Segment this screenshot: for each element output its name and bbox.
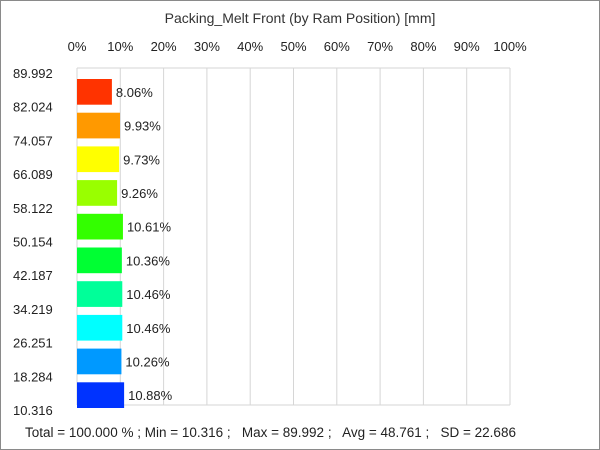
bar (77, 79, 112, 105)
bar (77, 314, 123, 341)
bar (77, 247, 122, 274)
bar (77, 112, 120, 139)
y-tick-label: 82.024 (13, 100, 53, 115)
bar-value-label: 10.88% (128, 388, 173, 403)
x-tick-label: 70% (367, 39, 393, 54)
x-tick-label: 50% (280, 39, 306, 54)
bar (77, 180, 118, 206)
x-tick-label: 60% (324, 39, 350, 54)
x-tick-label: 0% (68, 39, 87, 54)
y-tick-label: 18.284 (13, 369, 53, 384)
bar (77, 281, 123, 307)
y-tick-label: 42.187 (13, 268, 53, 283)
bar-value-label: 9.26% (121, 186, 158, 201)
y-tick-label: 34.219 (13, 302, 53, 317)
y-tick-label: 66.089 (13, 167, 53, 182)
bar-value-label: 10.46% (126, 321, 171, 336)
bar-value-label: 8.06% (116, 85, 153, 100)
y-tick-label: 10.316 (13, 403, 53, 418)
y-tick-label: 58.122 (13, 201, 53, 216)
x-tick-label: 100% (493, 39, 527, 54)
statistics-footer: Total = 100.000 % ; Min = 10.316 ; Max =… (25, 425, 516, 440)
x-tick-label: 40% (237, 39, 263, 54)
bar-value-label: 9.73% (123, 152, 160, 167)
bar-value-label: 10.26% (125, 354, 170, 369)
x-tick-label: 90% (454, 39, 480, 54)
bar-value-label: 10.46% (126, 287, 171, 302)
y-tick-label: 26.251 (13, 336, 53, 351)
chart-title: Packing_Melt Front (by Ram Position) [mm… (164, 10, 436, 26)
bar (77, 348, 122, 375)
bar (77, 382, 125, 408)
bar-value-label: 9.93% (124, 119, 161, 134)
x-tick-label: 30% (194, 39, 220, 54)
bar (77, 213, 123, 240)
y-tick-label: 74.057 (13, 133, 53, 148)
bar-value-label: 10.61% (127, 220, 172, 235)
x-tick-label: 80% (410, 39, 436, 54)
bar (77, 146, 120, 173)
y-tick-label: 50.154 (13, 235, 53, 250)
x-tick-label: 20% (151, 39, 177, 54)
bar-chart: 0% 10% 20% 30% 40% 50% 60% 70% 80% 90% 100% 89.992 8… (13, 39, 527, 418)
y-tick-label: 89.992 (13, 66, 53, 81)
bar-value-label: 10.36% (126, 253, 171, 268)
x-tick-label: 10% (107, 39, 133, 54)
